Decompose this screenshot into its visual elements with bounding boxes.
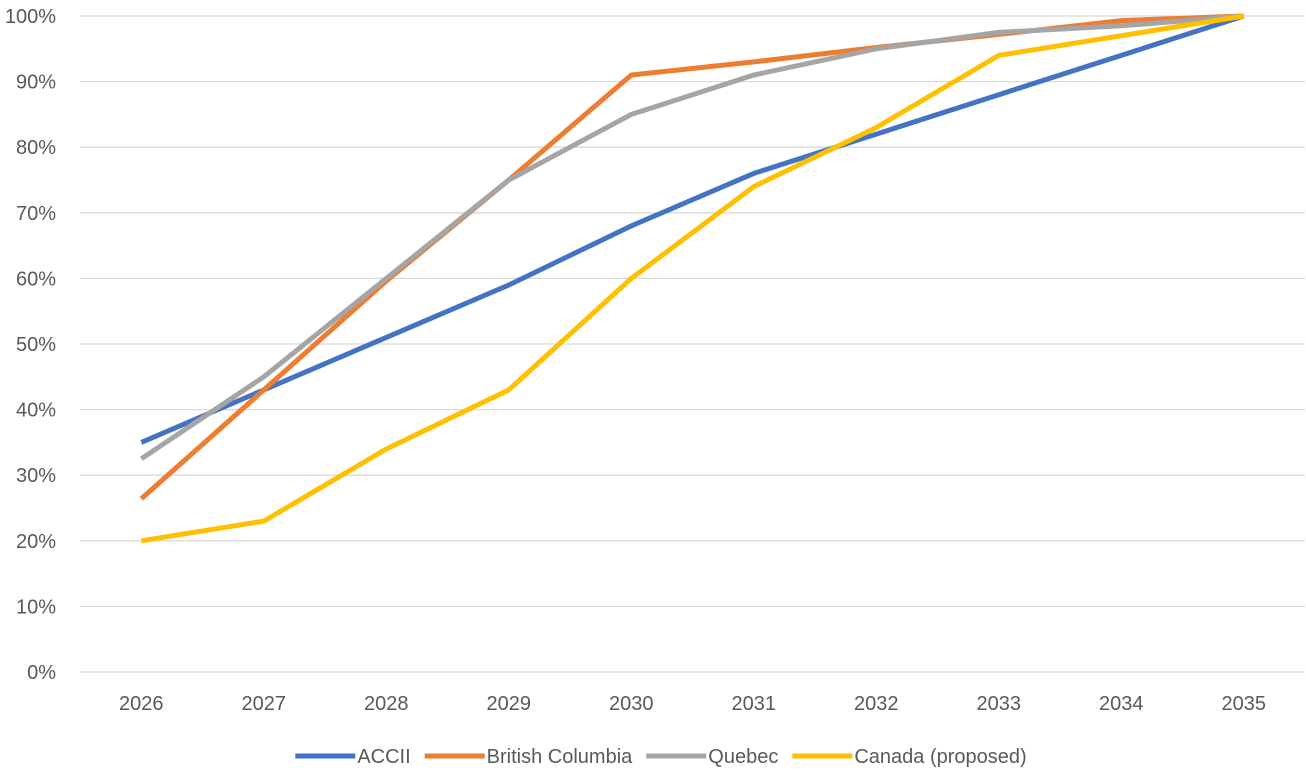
x-tick-label: 2026 xyxy=(119,693,164,715)
y-tick-label: 20% xyxy=(16,531,56,553)
series-lines xyxy=(139,13,1245,544)
legend-label: Canada (proposed) xyxy=(854,746,1026,768)
gridlines xyxy=(80,15,1305,673)
legend-label: British Columbia xyxy=(487,746,633,768)
y-tick-label: 40% xyxy=(16,400,56,422)
x-tick-label: 2027 xyxy=(242,693,287,715)
legend-label: ACCII xyxy=(357,746,410,768)
x-tick-label: 2030 xyxy=(609,693,654,715)
x-tick-label: 2034 xyxy=(1099,693,1144,715)
y-tick-label: 80% xyxy=(16,137,56,159)
x-tick-label: 2032 xyxy=(854,693,899,715)
series-line-0 xyxy=(140,13,1245,445)
y-axis-ticks: 0% 10% 20% 30% 40% 50% 60% 70% 80% 90% 100% xyxy=(5,6,56,684)
x-tick-label: 2033 xyxy=(977,693,1022,715)
y-tick-label: 60% xyxy=(16,268,56,290)
y-tick-label: 100% xyxy=(5,6,56,28)
y-tick-label: 50% xyxy=(16,334,56,356)
series-line-2 xyxy=(139,13,1244,461)
x-axis-ticks: 2026 2027 2028 2029 2030 2031 2032 2033 2034 2035 xyxy=(119,693,1266,715)
series-line-3 xyxy=(140,13,1245,544)
y-tick-label: 30% xyxy=(16,465,56,487)
x-tick-label: 2029 xyxy=(487,693,532,715)
legend: ACCII British Columbia Quebec Canada (propo… xyxy=(295,746,1027,768)
y-tick-label: 10% xyxy=(16,596,56,618)
x-tick-label: 2031 xyxy=(732,693,777,715)
y-tick-label: 90% xyxy=(16,72,56,94)
x-tick-label: 2035 xyxy=(1222,693,1267,715)
x-tick-label: 2028 xyxy=(364,693,409,715)
series-line-1 xyxy=(139,13,1244,501)
y-tick-label: 0% xyxy=(27,662,56,684)
legend-label: Quebec xyxy=(708,746,778,768)
y-tick-label: 70% xyxy=(16,203,56,225)
